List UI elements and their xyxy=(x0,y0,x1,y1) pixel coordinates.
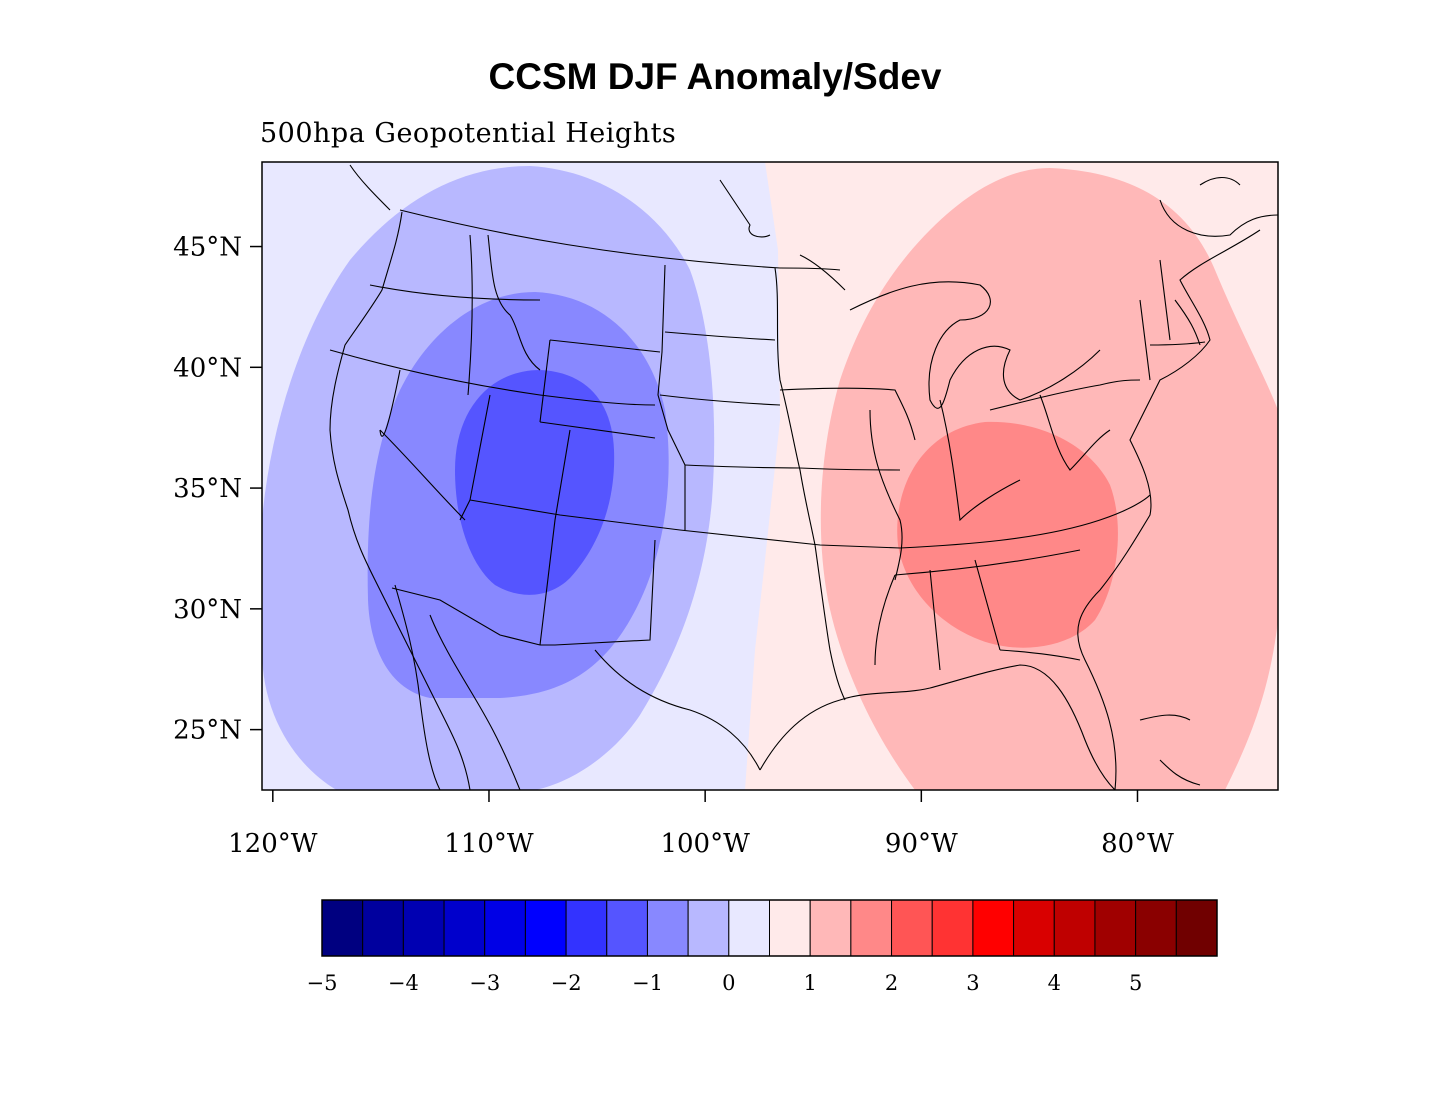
lat-tick-label: 35°N xyxy=(173,474,242,504)
colorbar-label: 2 xyxy=(885,971,898,995)
colorbar-swatch xyxy=(524,899,567,957)
lat-tick-label: 30°N xyxy=(173,595,242,625)
colorbar-label: 3 xyxy=(966,971,979,995)
lon-tick-label: 120°W xyxy=(228,829,318,859)
colorbar-label: −4 xyxy=(388,971,419,995)
colorbar-label: 0 xyxy=(722,971,735,995)
colorbar-swatch xyxy=(321,899,364,957)
longitude-axis: 120°W 110°W 100°W 90°W 80°W xyxy=(228,790,1174,859)
map-outlines xyxy=(329,164,1278,790)
colorbar: −5 −4 −3 −2 −1 0 1 2 3 4 5 xyxy=(307,899,1218,995)
colorbar-swatch xyxy=(809,899,852,957)
colorbar-swatch xyxy=(402,899,445,957)
colorbar-swatch xyxy=(972,899,1015,957)
colorbar-label: 1 xyxy=(803,971,816,995)
colorbar-swatch xyxy=(931,899,974,957)
colorbar-swatch xyxy=(1175,899,1218,957)
lon-tick-label: 90°W xyxy=(885,829,958,859)
colorbar-swatch xyxy=(443,899,486,957)
lat-tick-label: 40°N xyxy=(173,353,242,383)
colorbar-swatch xyxy=(565,899,608,957)
lon-tick-label: 110°W xyxy=(444,829,534,859)
colorbar-swatch xyxy=(1135,899,1177,957)
field-positive-2 xyxy=(897,421,1118,648)
colorbar-swatch xyxy=(769,899,811,957)
colorbar-swatch xyxy=(484,899,526,957)
map-frame xyxy=(261,161,1279,791)
colorbar-swatch xyxy=(687,899,730,957)
lon-tick-label: 80°W xyxy=(1101,829,1174,859)
colorbar-label: −2 xyxy=(551,971,582,995)
colorbar-swatch xyxy=(1053,899,1096,957)
colorbar-label: 5 xyxy=(1129,971,1142,995)
lat-tick-label: 25°N xyxy=(173,716,242,746)
colorbar-label: −5 xyxy=(307,971,338,995)
lat-tick-label: 45°N xyxy=(173,233,242,263)
colorbar-outline xyxy=(321,899,1218,957)
colorbar-swatch xyxy=(1094,899,1137,957)
colorbar-label: −3 xyxy=(469,971,500,995)
latitude-axis: 45°N 40°N 35°N 30°N 25°N xyxy=(173,233,262,746)
map-title: CCSM DJF Anomaly/Sdev xyxy=(488,56,942,97)
colorbar-swatch xyxy=(646,899,689,957)
map-subtitle: 500hpa Geopotential Heights xyxy=(260,118,677,149)
colorbar-label: −1 xyxy=(632,971,663,995)
colorbar-swatch xyxy=(606,899,648,957)
colorbar-label: 4 xyxy=(1048,971,1061,995)
colorbar-swatch xyxy=(1013,899,1055,957)
colorbar-swatch xyxy=(362,899,404,957)
colorbar-swatch xyxy=(728,899,770,957)
field-negative-3 xyxy=(455,370,615,595)
anomaly-field xyxy=(262,162,1278,790)
lon-tick-label: 100°W xyxy=(660,829,750,859)
colorbar-swatch xyxy=(891,899,933,957)
colorbar-swatch xyxy=(850,899,893,957)
